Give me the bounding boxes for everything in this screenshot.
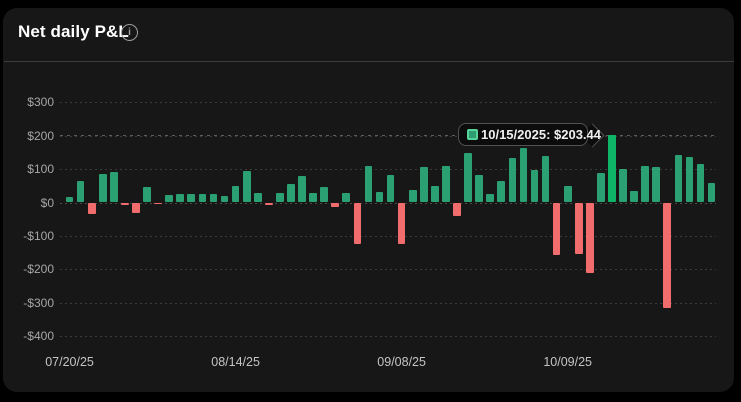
pnl-bar[interactable] bbox=[386, 174, 395, 203]
pnl-bar[interactable] bbox=[508, 158, 517, 203]
info-icon[interactable]: i bbox=[121, 24, 138, 41]
y-axis-label: $100 bbox=[27, 162, 54, 177]
pnl-bar[interactable] bbox=[552, 203, 561, 256]
pnl-bar[interactable] bbox=[87, 203, 96, 215]
y-axis-label: -$200 bbox=[23, 262, 54, 277]
pnl-bar[interactable] bbox=[342, 193, 351, 203]
pnl-bar[interactable] bbox=[541, 155, 550, 203]
pnl-bar[interactable] bbox=[98, 174, 107, 203]
pnl-bar[interactable] bbox=[674, 155, 683, 203]
grid-line bbox=[60, 302, 716, 304]
pnl-bar[interactable] bbox=[408, 189, 417, 203]
pnl-bar[interactable] bbox=[475, 174, 483, 203]
pnl-bar[interactable] bbox=[497, 181, 506, 203]
pnl-bar[interactable] bbox=[198, 193, 207, 203]
pnl-bar[interactable] bbox=[486, 193, 495, 203]
pnl-bar[interactable] bbox=[353, 203, 362, 244]
pnl-bar[interactable] bbox=[154, 203, 162, 205]
zero-grid-line bbox=[60, 202, 716, 204]
pnl-bar[interactable] bbox=[264, 203, 273, 205]
y-axis-label: $0 bbox=[40, 195, 54, 210]
pnl-bar[interactable] bbox=[585, 203, 594, 274]
x-axis-label: 07/20/25 bbox=[45, 355, 94, 369]
y-axis-label: $300 bbox=[27, 95, 54, 110]
header-divider bbox=[4, 61, 734, 62]
pnl-bar[interactable] bbox=[253, 193, 262, 203]
pnl-bar[interactable] bbox=[464, 153, 472, 203]
pnl-bar[interactable] bbox=[132, 203, 140, 213]
pnl-bar[interactable] bbox=[641, 165, 650, 203]
pnl-bar[interactable] bbox=[331, 203, 340, 207]
pnl-bar[interactable] bbox=[619, 168, 627, 203]
grid-line bbox=[60, 169, 716, 171]
series-swatch-icon bbox=[467, 129, 478, 141]
pnl-bar[interactable] bbox=[419, 167, 428, 203]
pnl-bar[interactable] bbox=[597, 173, 605, 203]
x-axis-label: 09/08/25 bbox=[377, 355, 426, 369]
pnl-bar-hovered[interactable] bbox=[608, 134, 616, 203]
pnl-bar[interactable] bbox=[143, 187, 151, 203]
pnl-bar[interactable] bbox=[663, 203, 672, 309]
pnl-bar[interactable] bbox=[209, 194, 218, 203]
page-title: Net daily P&L bbox=[18, 22, 129, 41]
chart-tooltip: 10/15/2025: $203.44 bbox=[458, 123, 601, 147]
pnl-bar[interactable] bbox=[685, 157, 694, 203]
pnl-bar[interactable] bbox=[276, 192, 284, 203]
pnl-bar[interactable] bbox=[220, 195, 229, 203]
y-axis-label: -$300 bbox=[23, 295, 54, 310]
grid-line bbox=[60, 335, 716, 337]
grid-line bbox=[60, 102, 716, 104]
pnl-bar[interactable] bbox=[231, 186, 240, 203]
grid-line bbox=[60, 135, 716, 137]
pnl-bar[interactable] bbox=[375, 192, 384, 203]
x-axis-label: 10/09/25 bbox=[543, 355, 593, 369]
grid-line bbox=[60, 235, 716, 237]
pnl-bar[interactable] bbox=[442, 166, 450, 203]
info-icon-glyph: i bbox=[128, 26, 131, 38]
pnl-bar[interactable] bbox=[287, 184, 295, 203]
pnl-bar[interactable] bbox=[630, 191, 638, 203]
pnl-bar[interactable] bbox=[652, 167, 661, 203]
tooltip-text: 10/15/2025: $203.44 bbox=[481, 127, 601, 143]
pnl-bar[interactable] bbox=[298, 175, 306, 203]
y-axis-label: -$400 bbox=[23, 328, 54, 343]
pnl-bar[interactable] bbox=[65, 197, 74, 203]
pnl-bar[interactable] bbox=[530, 169, 539, 203]
pnl-bar[interactable] bbox=[397, 203, 406, 245]
pnl-bar[interactable] bbox=[121, 203, 129, 205]
y-axis-label: $200 bbox=[27, 128, 54, 143]
pnl-bar[interactable] bbox=[563, 185, 572, 203]
x-axis-label: 08/14/25 bbox=[211, 355, 260, 369]
pnl-bar[interactable] bbox=[76, 181, 85, 203]
y-axis-label: -$100 bbox=[23, 228, 54, 243]
pnl-bar[interactable] bbox=[519, 148, 528, 203]
pnl-bar[interactable] bbox=[187, 194, 196, 203]
crosshair-line bbox=[60, 134, 716, 136]
pnl-bar[interactable] bbox=[309, 193, 317, 203]
pnl-bar[interactable] bbox=[176, 194, 185, 203]
pnl-bar[interactable] bbox=[574, 203, 583, 254]
pnl-bar[interactable] bbox=[109, 172, 118, 203]
pnl-bar[interactable] bbox=[707, 183, 716, 203]
pnl-bar[interactable] bbox=[453, 203, 461, 217]
grid-line bbox=[60, 269, 716, 271]
pnl-bar[interactable] bbox=[364, 165, 373, 203]
pnl-bar[interactable] bbox=[431, 185, 439, 203]
pnl-bar[interactable] bbox=[242, 170, 251, 203]
pnl-bar[interactable] bbox=[320, 187, 328, 203]
pnl-bar[interactable] bbox=[696, 164, 705, 203]
pnl-bar[interactable] bbox=[165, 194, 174, 203]
